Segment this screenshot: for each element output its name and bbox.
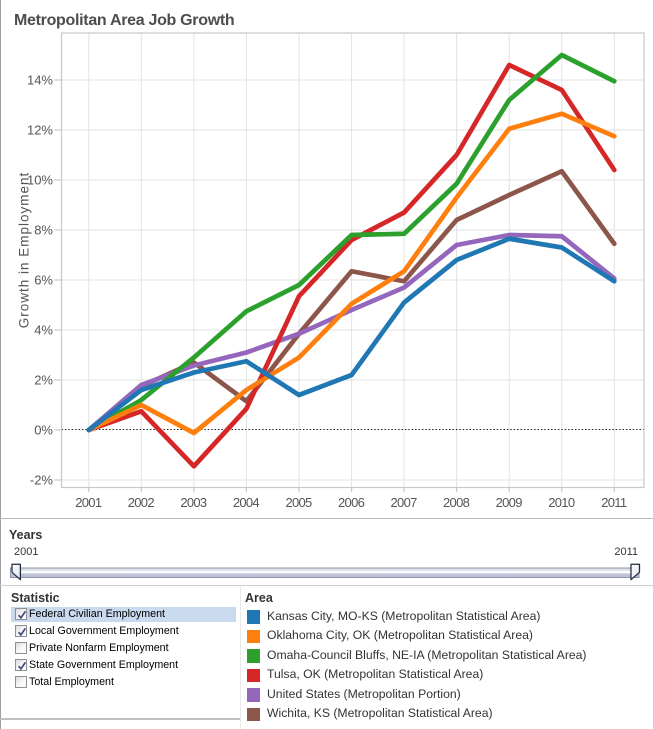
svg-text:-2%: -2%: [30, 473, 54, 488]
svg-text:2005: 2005: [285, 495, 312, 510]
svg-text:2009: 2009: [496, 495, 523, 510]
svg-text:8%: 8%: [34, 223, 53, 238]
svg-text:2001: 2001: [75, 495, 102, 510]
svg-text:2003: 2003: [180, 495, 207, 510]
svg-text:6%: 6%: [34, 273, 53, 288]
svg-text:Growth in Employment: Growth in Employment: [17, 172, 32, 329]
svg-text:2007: 2007: [391, 495, 418, 510]
svg-text:2002: 2002: [128, 495, 155, 510]
svg-text:2010: 2010: [548, 495, 575, 510]
svg-text:4%: 4%: [34, 323, 53, 338]
svg-text:2011: 2011: [601, 495, 627, 510]
svg-text:10%: 10%: [27, 173, 53, 188]
svg-text:0%: 0%: [34, 423, 53, 438]
svg-text:14%: 14%: [27, 73, 53, 88]
svg-text:2%: 2%: [34, 373, 53, 388]
svg-text:12%: 12%: [27, 123, 53, 138]
svg-text:2008: 2008: [443, 495, 470, 510]
svg-text:2004: 2004: [233, 495, 260, 510]
svg-text:2006: 2006: [338, 495, 365, 510]
